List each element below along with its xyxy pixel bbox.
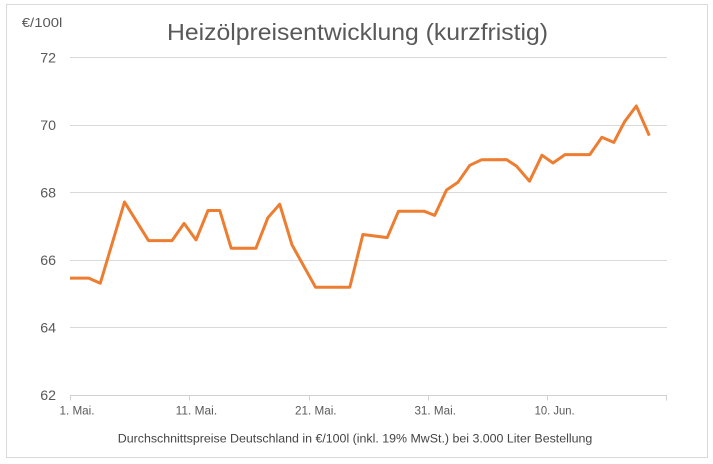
svg-text:31. Mai.: 31. Mai. [414, 403, 456, 417]
svg-text:64: 64 [40, 321, 56, 337]
svg-text:10. Jun.: 10. Jun. [535, 403, 575, 417]
svg-text:21. Mai.: 21. Mai. [295, 403, 337, 417]
svg-text:62: 62 [40, 388, 56, 404]
svg-text:11. Mai.: 11. Mai. [176, 403, 218, 417]
svg-text:70: 70 [40, 118, 56, 134]
svg-text:Durchschnittspreise Deutschlan: Durchschnittspreise Deutschland in €/100… [118, 431, 593, 445]
svg-text:Heizölpreisentwicklung (kurzfr: Heizölpreisentwicklung (kurzfristig) [167, 19, 548, 45]
svg-text:66: 66 [40, 253, 56, 269]
svg-text:68: 68 [40, 186, 56, 202]
svg-text:1. Mai.: 1. Mai. [60, 403, 95, 417]
svg-text:72: 72 [40, 51, 56, 67]
svg-text:€/100l: €/100l [22, 16, 63, 30]
